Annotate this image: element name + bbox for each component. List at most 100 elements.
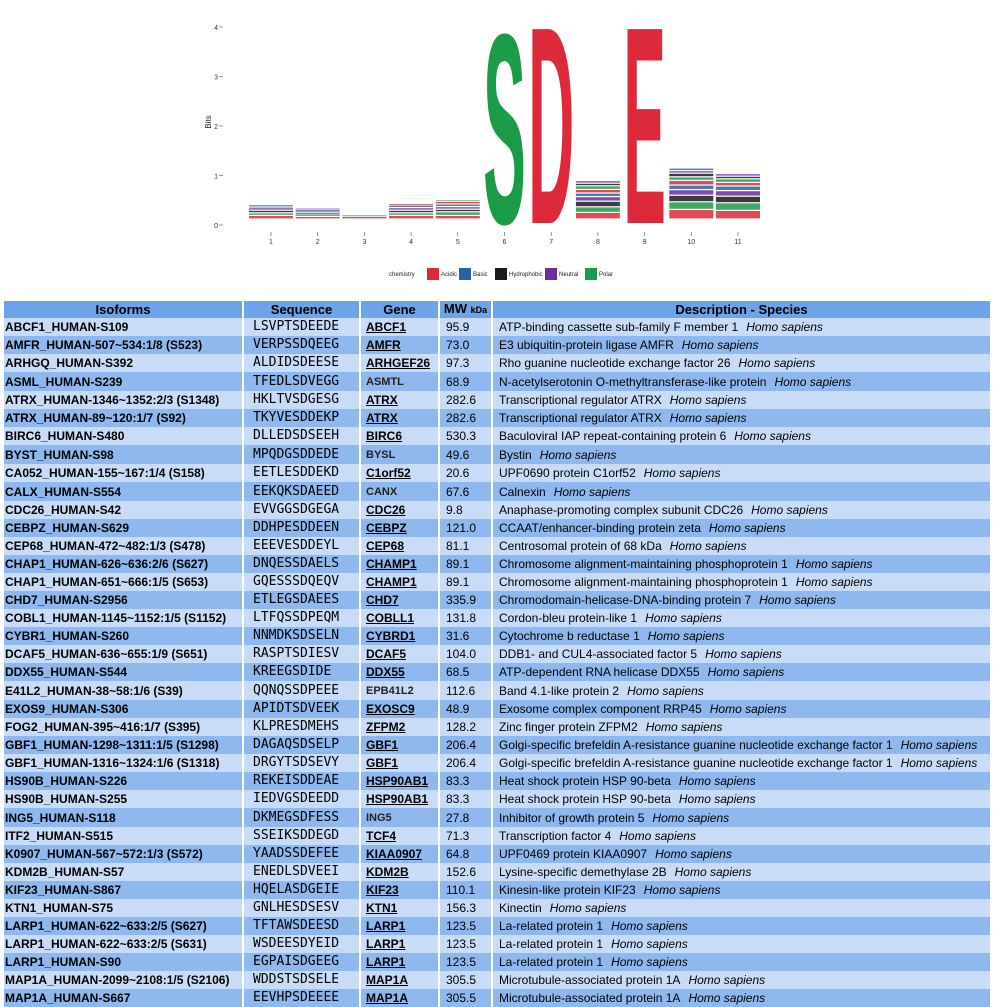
gene-link[interactable]: ABCF1 [366, 320, 407, 334]
gene-cell[interactable]: C1orf52 [361, 464, 438, 482]
table-row: ARHGQ_HUMAN-S392 ALDIDSDEESE ARHGEF26 97.3 R… [4, 354, 990, 372]
gene-link[interactable]: ARHGEF26 [366, 356, 431, 370]
description-text: Heat shock protein HSP 90-beta [499, 792, 671, 806]
gene-cell[interactable]: EXOSC9 [361, 700, 438, 718]
gene-link[interactable]: CHAMP1 [366, 557, 417, 571]
gene-link[interactable]: MAP1A [366, 973, 409, 987]
gene-cell[interactable]: ATRX [361, 391, 438, 409]
gene-link[interactable]: COBLL1 [366, 611, 414, 625]
gene-cell[interactable]: KIAA0907 [361, 845, 438, 863]
gene-cell[interactable]: CHD7 [361, 591, 438, 609]
gene-cell[interactable]: KIF23 [361, 881, 438, 899]
gene-link[interactable]: EXOSC9 [366, 702, 415, 716]
header-mw[interactable]: MW kDa [440, 301, 491, 318]
gene-cell[interactable]: GBF1 [361, 736, 438, 754]
gene-cell[interactable]: KDM2B [361, 863, 438, 881]
gene-cell[interactable]: CDC26 [361, 501, 438, 519]
gene-link[interactable]: HSP90AB1 [366, 792, 429, 806]
gene-link[interactable]: GBF1 [366, 738, 399, 752]
logo-residue-mark [669, 195, 714, 202]
logo-residue-mark [716, 176, 760, 179]
gene-link[interactable]: C1orf52 [366, 466, 411, 480]
gene-cell[interactable]: LARP1 [361, 935, 438, 953]
gene-link[interactable]: CEBPZ [366, 521, 407, 535]
gene-cell[interactable]: CHAMP1 [361, 555, 438, 573]
gene-cell[interactable]: MAP1A [361, 989, 438, 1007]
gene-cell[interactable]: CEBPZ [361, 519, 438, 537]
gene-link[interactable]: KTN1 [366, 901, 398, 915]
gene-cell[interactable]: AMFR [361, 336, 438, 354]
gene-link[interactable]: KIAA0907 [366, 847, 423, 861]
gene-cell[interactable]: COBLL1 [361, 609, 438, 627]
x-tick-label: 1 [269, 239, 273, 246]
gene-link[interactable]: CDC26 [366, 503, 406, 517]
gene-cell[interactable]: KTN1 [361, 899, 438, 917]
gene-cell[interactable]: TCF4 [361, 827, 438, 845]
gene-cell[interactable]: DCAF5 [361, 645, 438, 663]
logo-residue-mark [435, 212, 480, 215]
species-text: Homo sapiens [900, 756, 978, 770]
header-gene[interactable]: Gene [361, 301, 438, 318]
gene-link[interactable]: LARP1 [366, 919, 406, 933]
description-cell: Kinectin Homo sapiens [493, 899, 990, 917]
gene-cell[interactable]: ABCF1 [361, 318, 438, 336]
gene-cell[interactable]: CEP68 [361, 537, 438, 555]
isoform-cell: CDC26_HUMAN-S42 [4, 501, 242, 519]
gene-label: CANX [366, 486, 398, 498]
header-mw-unit: kDa [470, 305, 488, 315]
gene-link[interactable]: HSP90AB1 [366, 774, 429, 788]
x-tick-label: 7 [549, 239, 553, 246]
logo-residue-mark [575, 201, 620, 207]
gene-link[interactable]: ATRX [366, 411, 398, 425]
gene-cell[interactable]: GBF1 [361, 754, 438, 772]
gene-link[interactable]: CHD7 [366, 593, 399, 607]
gene-cell[interactable]: LARP1 [361, 953, 438, 971]
gene-link[interactable]: CEP68 [366, 539, 405, 553]
gene-link[interactable]: DCAF5 [366, 647, 407, 661]
gene-cell[interactable]: CHAMP1 [361, 573, 438, 591]
description-cell: Band 4.1-like protein 2 Homo sapiens [493, 681, 990, 700]
sequence-cell: HKLTVSDGESG [244, 391, 359, 409]
gene-link[interactable]: AMFR [366, 338, 401, 352]
gene-link[interactable]: DDX55 [366, 665, 405, 679]
gene-link[interactable]: MAP1A [366, 991, 409, 1005]
gene-cell[interactable]: BIRC6 [361, 427, 438, 445]
table-row: COBL1_HUMAN-1145~1152:1/5 (S1152) LTFQSSD… [4, 609, 990, 627]
gene-link[interactable]: KDM2B [366, 865, 409, 879]
description-cell: Transcriptional regulator ATRX Homo sapie… [493, 409, 990, 427]
mw-cell: 73.0 [440, 336, 491, 354]
table-row: ABCF1_HUMAN-S109 LSVPTSDEEDE ABCF1 95.9 ATP-… [4, 318, 990, 336]
gene-cell[interactable]: HSP90AB1 [361, 790, 438, 808]
header-sequence[interactable]: Sequence [244, 301, 359, 318]
description-cell: Zinc finger protein ZFPM2 Homo sapiens [493, 718, 990, 736]
gene-cell[interactable]: HSP90AB1 [361, 772, 438, 790]
gene-link[interactable]: CHAMP1 [366, 575, 417, 589]
description-text: CCAAT/enhancer-binding protein zeta [499, 521, 701, 535]
gene-link[interactable]: ATRX [366, 393, 398, 407]
gene-cell[interactable]: ZFPM2 [361, 718, 438, 736]
sequence-cell: MPQDGSDDEDE [244, 445, 359, 464]
gene-link[interactable]: BIRC6 [366, 429, 403, 443]
logo-residue-mark [669, 202, 714, 209]
header-isoforms[interactable]: Isoforms [4, 301, 242, 318]
gene-link[interactable]: KIF23 [366, 883, 399, 897]
logo-residue-mark [716, 174, 760, 176]
gene-cell[interactable]: LARP1 [361, 917, 438, 935]
gene-cell[interactable]: ARHGEF26 [361, 354, 438, 372]
gene-link[interactable]: LARP1 [366, 955, 406, 969]
gene-link[interactable]: GBF1 [366, 756, 399, 770]
header-description[interactable]: Description - Species [493, 301, 990, 318]
gene-cell[interactable]: ATRX [361, 409, 438, 427]
gene-link[interactable]: CYBRD1 [366, 629, 416, 643]
gene-cell[interactable]: DDX55 [361, 663, 438, 681]
logo-residue-mark [716, 191, 760, 196]
mw-cell: 123.5 [440, 953, 491, 971]
gene-link[interactable]: ZFPM2 [366, 720, 406, 734]
gene-link[interactable]: LARP1 [366, 937, 406, 951]
legend-label: Hydrophobic [509, 272, 543, 278]
sequence-cell: EEVHPSDEEEE [244, 989, 359, 1007]
gene-cell[interactable]: MAP1A [361, 971, 438, 989]
gene-link[interactable]: TCF4 [366, 829, 396, 843]
description-text: N-acetylserotonin O-methyltransferase-li… [499, 374, 767, 389]
gene-cell[interactable]: CYBRD1 [361, 627, 438, 645]
